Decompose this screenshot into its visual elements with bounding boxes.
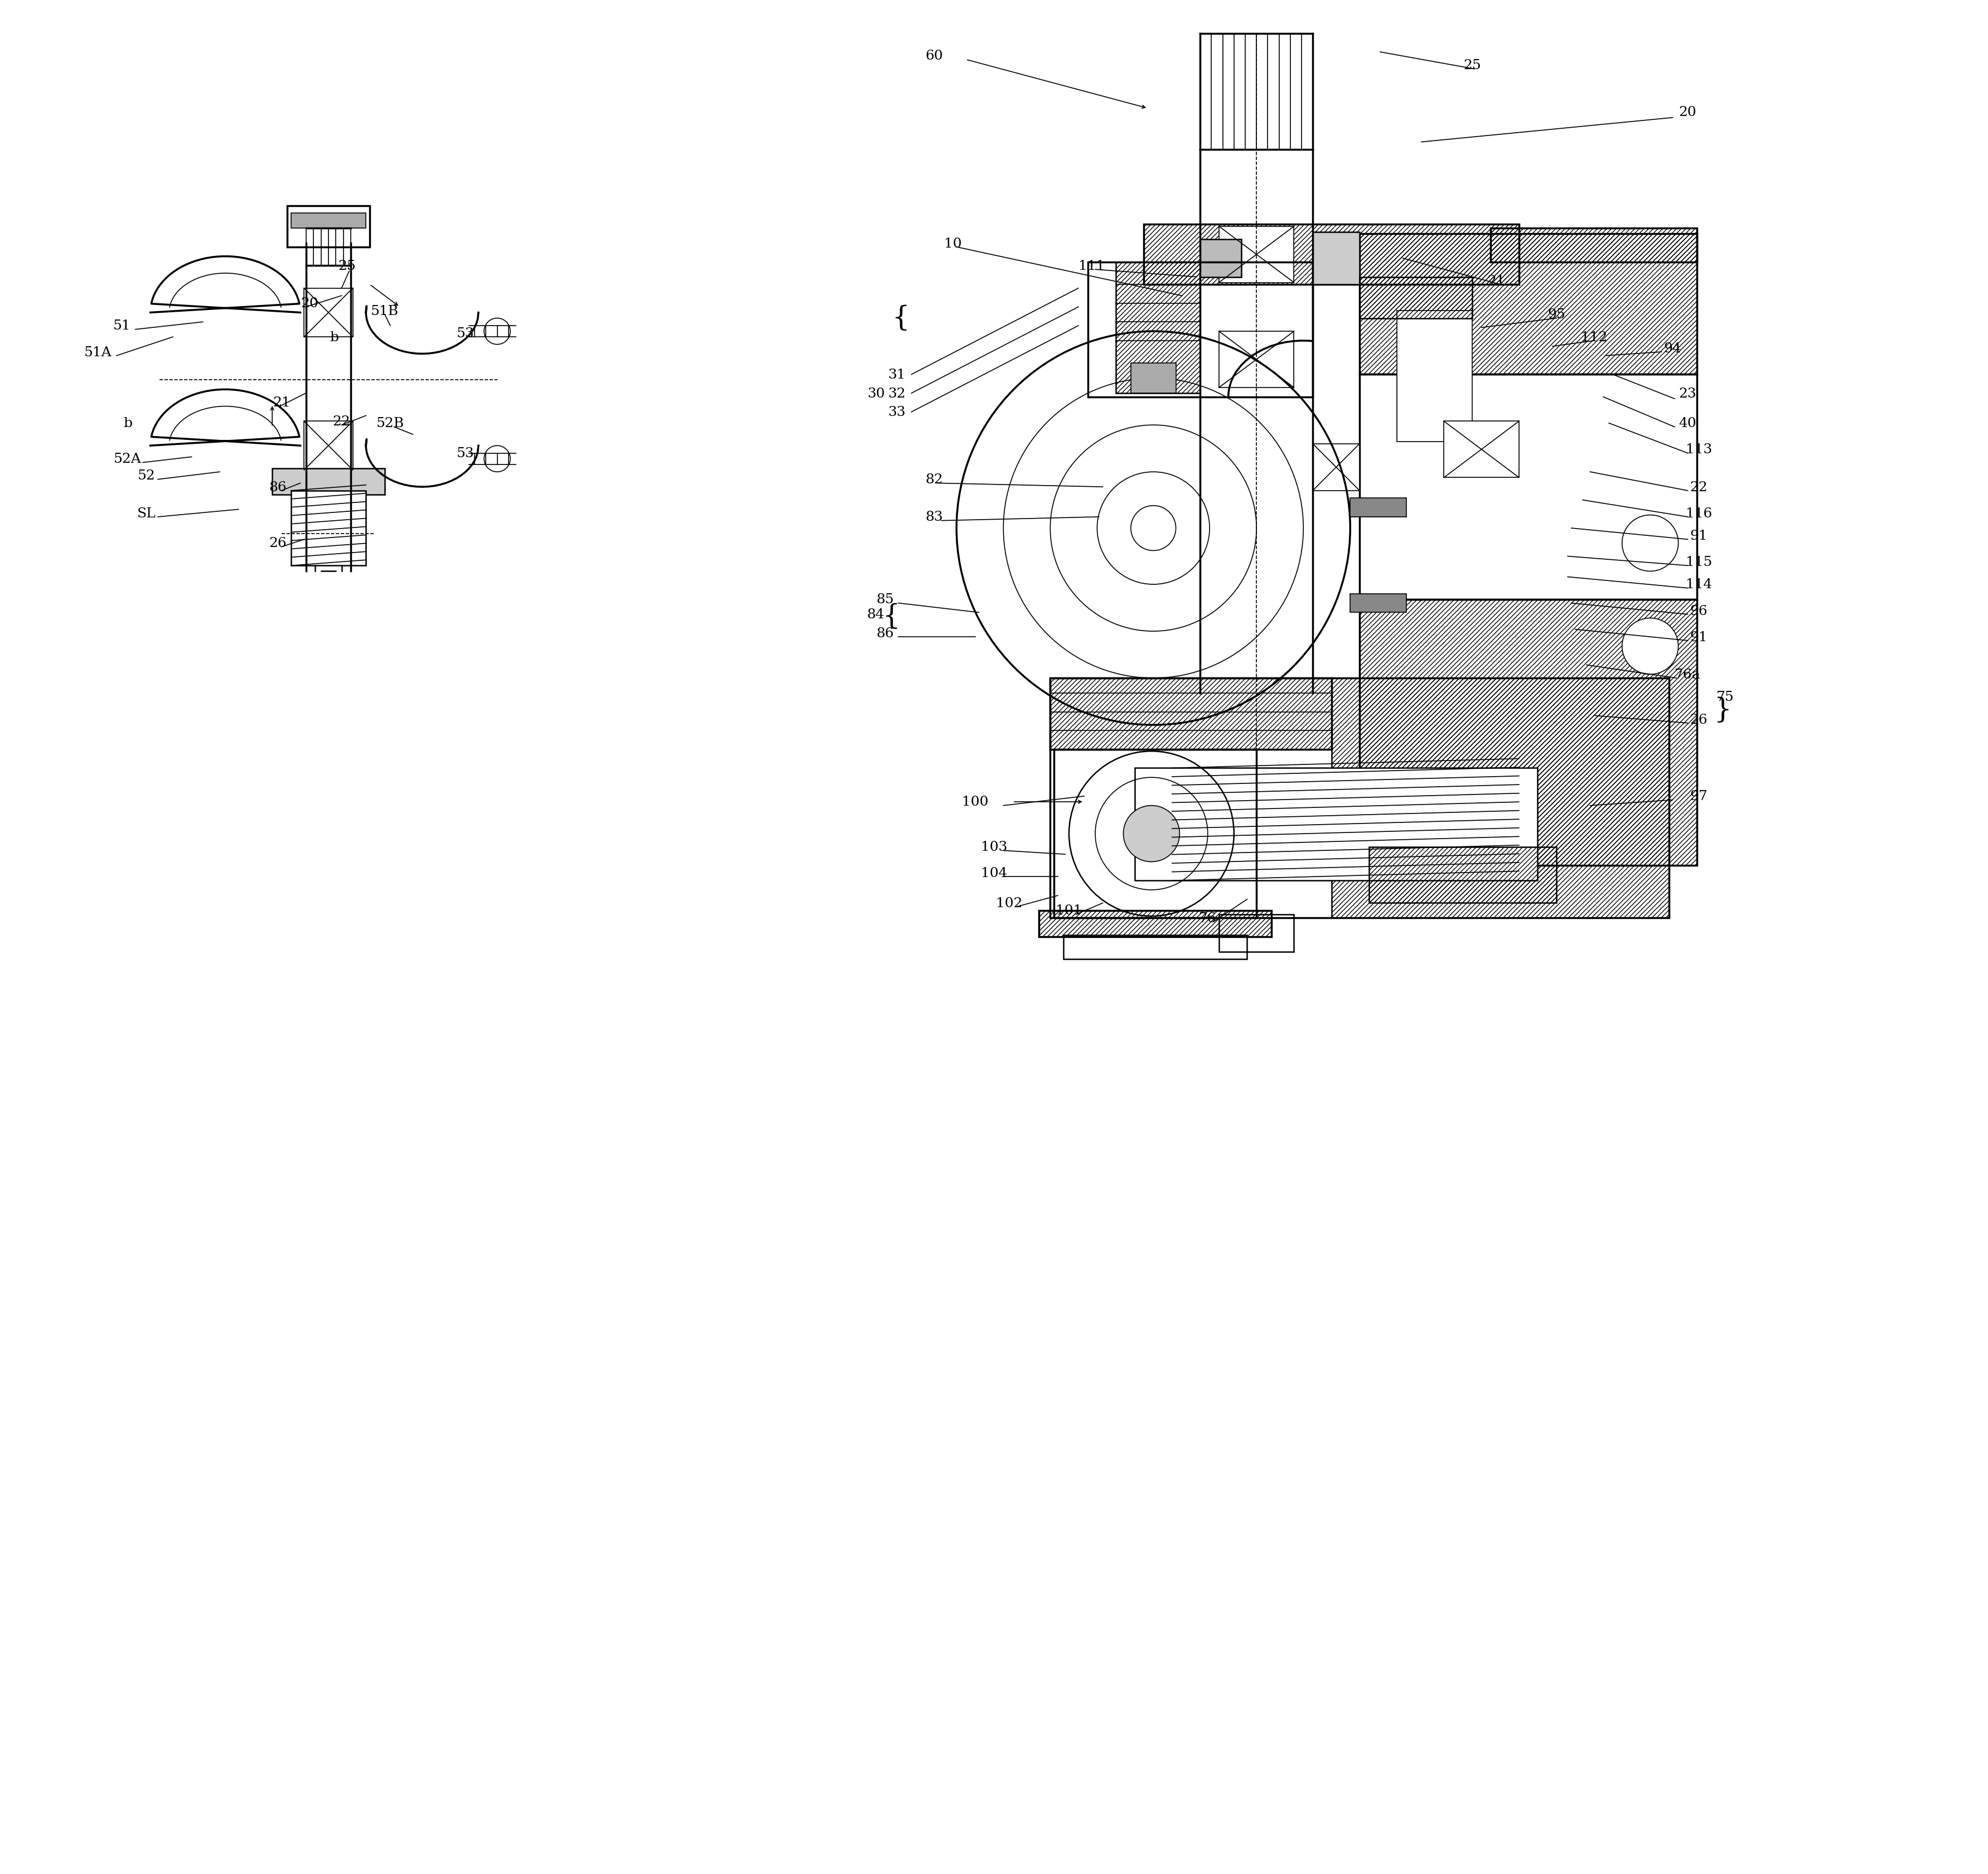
Text: 76: 76 — [1199, 913, 1217, 924]
Text: 82: 82 — [924, 474, 942, 485]
Text: 21: 21 — [1487, 275, 1505, 287]
Text: SL: SL — [137, 508, 155, 519]
Text: 23: 23 — [1678, 388, 1696, 399]
Bar — [1370, 847, 1557, 903]
Text: 91: 91 — [1690, 530, 1708, 542]
Text: 101: 101 — [1056, 905, 1081, 916]
Bar — [1360, 600, 1698, 866]
Bar — [1201, 240, 1241, 277]
Text: 97: 97 — [1690, 791, 1708, 802]
Bar — [304, 422, 352, 470]
Text: 112: 112 — [1580, 332, 1606, 343]
Text: 20: 20 — [1678, 107, 1696, 118]
Bar — [1312, 232, 1360, 285]
Text: 10: 10 — [944, 238, 962, 249]
Bar — [1135, 768, 1537, 881]
Text: 84: 84 — [867, 609, 885, 620]
Text: 51: 51 — [113, 320, 131, 332]
Text: 114: 114 — [1686, 579, 1712, 590]
Text: 51B: 51B — [370, 305, 400, 317]
Bar — [1064, 935, 1246, 959]
Bar — [304, 289, 352, 337]
Text: 86: 86 — [877, 628, 895, 639]
Bar — [1360, 375, 1698, 600]
Text: 60: 60 — [924, 51, 942, 62]
Circle shape — [1622, 618, 1678, 675]
Text: 33: 33 — [889, 407, 905, 418]
Text: 76a: 76a — [1674, 669, 1700, 680]
Bar — [1332, 678, 1670, 918]
Bar — [1360, 277, 1471, 319]
Bar — [1398, 311, 1471, 442]
Bar — [286, 206, 370, 247]
Text: 25: 25 — [338, 260, 356, 272]
Text: 25: 25 — [1463, 60, 1481, 71]
Bar — [1219, 332, 1294, 388]
Text: 83: 83 — [924, 512, 942, 523]
Text: 20: 20 — [300, 298, 318, 309]
Text: 86: 86 — [268, 482, 286, 493]
Text: 116: 116 — [1686, 508, 1712, 519]
Bar — [1219, 915, 1294, 952]
Bar — [1312, 444, 1360, 491]
Bar — [1050, 678, 1332, 750]
Text: 104: 104 — [980, 868, 1008, 879]
Text: 53: 53 — [457, 328, 475, 339]
Text: 113: 113 — [1686, 444, 1712, 455]
Bar — [1443, 422, 1519, 478]
Text: }: } — [1714, 697, 1732, 723]
Text: 22: 22 — [332, 416, 350, 427]
Text: {: { — [883, 603, 901, 630]
Text: b: b — [330, 332, 338, 343]
Circle shape — [1622, 515, 1678, 572]
Text: 52: 52 — [137, 470, 155, 482]
Text: 115: 115 — [1686, 557, 1712, 568]
Text: 26: 26 — [1690, 714, 1708, 725]
Text: 30: 30 — [867, 388, 885, 399]
Bar — [1050, 678, 1670, 918]
Bar — [1087, 262, 1312, 397]
Text: 102: 102 — [996, 898, 1022, 909]
Text: 26: 26 — [268, 538, 286, 549]
Bar — [1350, 594, 1406, 613]
Bar — [1143, 225, 1519, 285]
Text: 94: 94 — [1664, 343, 1682, 354]
Text: 31: 31 — [889, 369, 905, 380]
Bar — [1312, 234, 1360, 281]
Bar — [1054, 750, 1256, 918]
Text: 22: 22 — [1690, 482, 1708, 493]
Text: b: b — [123, 418, 133, 429]
Text: 103: 103 — [980, 841, 1008, 853]
Text: 95: 95 — [1547, 309, 1565, 320]
Bar — [1350, 498, 1406, 517]
Text: 85: 85 — [877, 594, 895, 605]
Bar — [290, 214, 366, 229]
Bar — [1219, 227, 1294, 283]
Text: 32: 32 — [889, 388, 905, 399]
Text: 51A: 51A — [83, 347, 111, 358]
Text: 100: 100 — [962, 796, 988, 808]
Text: 75: 75 — [1716, 692, 1734, 703]
Text: 96: 96 — [1690, 605, 1708, 617]
Bar — [1131, 364, 1175, 394]
Text: 91: 91 — [1690, 632, 1708, 643]
Bar — [272, 468, 386, 495]
Bar — [1040, 911, 1272, 937]
Circle shape — [1123, 806, 1179, 862]
Text: {: { — [893, 305, 911, 332]
Bar — [1360, 234, 1698, 375]
Text: 111: 111 — [1077, 260, 1105, 272]
Text: 40: 40 — [1678, 418, 1696, 429]
Text: 21: 21 — [272, 397, 290, 409]
Text: 52A: 52A — [113, 454, 141, 465]
Bar — [290, 491, 366, 566]
Bar — [1115, 262, 1201, 394]
Text: 53: 53 — [457, 448, 475, 459]
Text: 52B: 52B — [376, 418, 404, 429]
Bar — [1491, 229, 1698, 262]
